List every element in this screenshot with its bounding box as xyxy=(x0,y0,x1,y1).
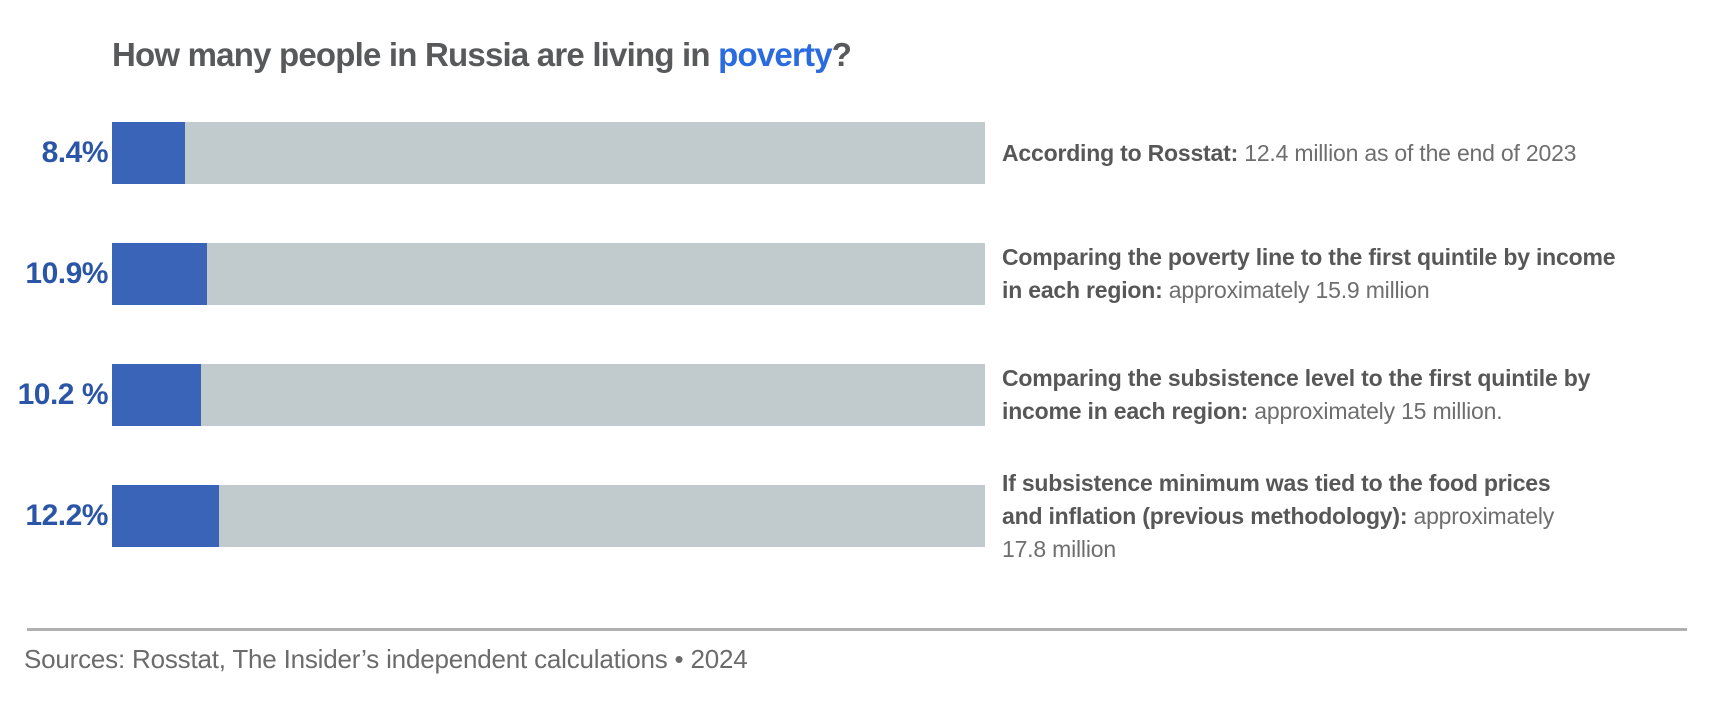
bar-description-line: 17.8 million xyxy=(1002,535,1116,562)
bar-row: 10.2 % Comparing the subsistence level to… xyxy=(0,364,1732,426)
bar-track xyxy=(112,485,985,547)
bar-track xyxy=(112,243,985,305)
bar-value-label: 8.4% xyxy=(41,136,109,169)
bar-fill xyxy=(112,485,219,547)
bar-description-line: If subsistence minimum was tied to the f… xyxy=(1002,469,1551,496)
bar-value-label: 12.2% xyxy=(25,499,108,532)
bar-value-label: 10.9% xyxy=(25,257,108,290)
chart-title: How many people in Russia are living in … xyxy=(112,36,852,74)
bar-row: 10.9% Comparing the poverty line to the f… xyxy=(0,243,1732,305)
chart-title-highlight: poverty xyxy=(718,36,832,73)
chart-footer: Sources: Rosstat, The Insider’s independ… xyxy=(24,628,1687,675)
bar-row: 12.2% If subsistence minimum was tied to … xyxy=(0,470,1732,562)
bar-fill xyxy=(112,243,208,305)
bar-description-line: Comparing the subsistence level to the f… xyxy=(1002,365,1591,391)
footer-divider xyxy=(27,628,1687,631)
bar-description-line: income in each region: approximately 15 … xyxy=(1002,398,1503,424)
bar-fill xyxy=(112,364,202,426)
bar-description: According to Rosstat: 12.4 million as of… xyxy=(1002,137,1576,170)
bar-description-line: According to Rosstat: 12.4 million as of… xyxy=(1002,139,1577,166)
bar-description-line: in each region: approximately 15.9 milli… xyxy=(1002,277,1430,303)
source-line: Sources: Rosstat, The Insider’s independ… xyxy=(24,644,748,674)
chart-title-text: How many people in Russia are living in xyxy=(112,36,719,73)
bar-value-label: 10.2 % xyxy=(17,378,109,411)
bar-description: Comparing the poverty line to the first … xyxy=(1002,241,1616,307)
bar-track xyxy=(112,122,985,184)
bar-description-line: Comparing the poverty line to the first … xyxy=(1002,244,1616,270)
bar-chart: 8.4% According to Rosstat: 12.4 million a… xyxy=(0,122,1732,606)
bar-track xyxy=(112,364,985,426)
bar-description: If subsistence minimum was tied to the f… xyxy=(1002,467,1554,566)
bar-row: 8.4% According to Rosstat: 12.4 million a… xyxy=(0,122,1732,184)
bar-description: Comparing the subsistence level to the f… xyxy=(1002,362,1590,428)
bar-description-line: and inflation (previous methodology): ap… xyxy=(1002,502,1555,529)
chart-title-question-mark: ? xyxy=(831,36,852,73)
bar-fill xyxy=(112,122,186,184)
